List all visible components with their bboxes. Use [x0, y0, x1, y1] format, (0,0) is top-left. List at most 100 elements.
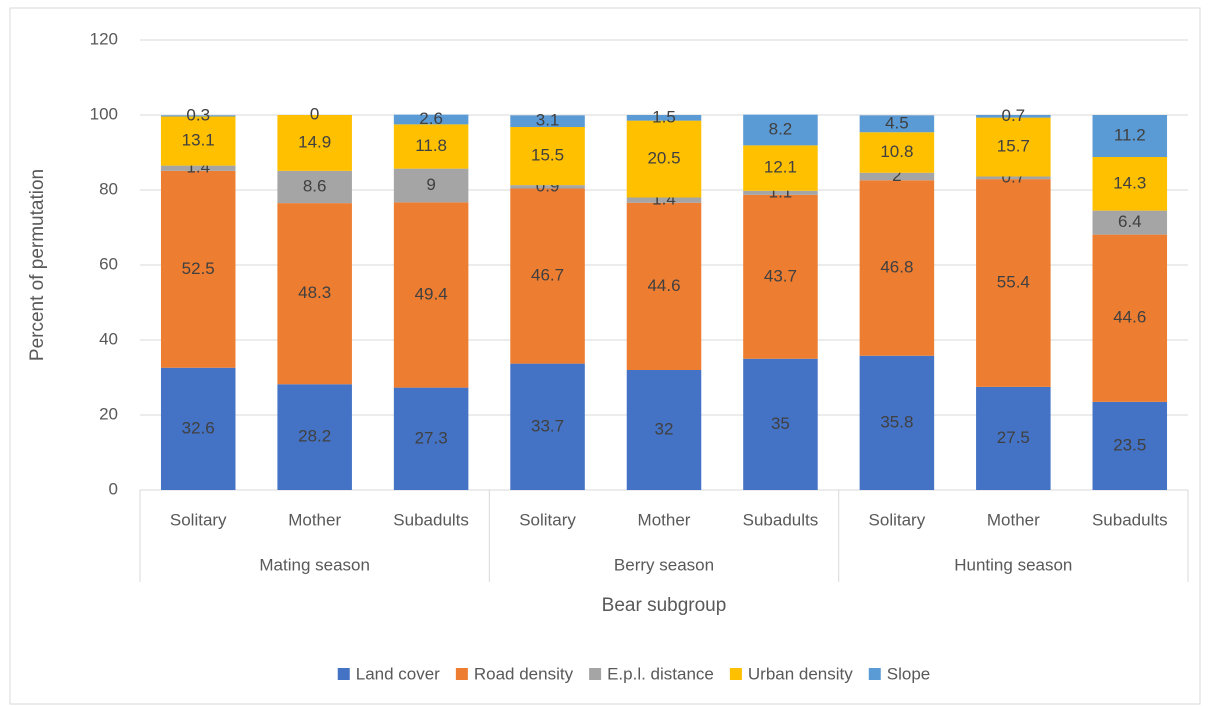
bar-segment	[743, 194, 818, 359]
bar-segment	[510, 185, 585, 189]
bar-segment	[626, 120, 702, 198]
group-label: Berry season	[614, 555, 714, 574]
data-label: 4.5	[885, 113, 909, 132]
data-label: 13.1	[182, 131, 215, 150]
x-tick-label: Subadults	[393, 510, 469, 529]
data-label: 6.4	[1118, 212, 1142, 231]
data-label: 15.5	[531, 146, 564, 165]
data-label: 32.6	[182, 418, 215, 437]
data-label: 8.2	[769, 119, 793, 138]
data-label: 3.1	[536, 111, 560, 130]
bar-segment	[393, 202, 469, 388]
bar-segment	[859, 355, 935, 490]
legend-swatch	[729, 668, 742, 680]
legend-swatch	[455, 668, 468, 680]
bar-segment	[1092, 234, 1168, 402]
legend-swatch	[868, 668, 881, 680]
bar-segment	[510, 115, 585, 127]
x-tick-label: Mother	[638, 510, 691, 529]
legend-label: Land cover	[356, 664, 440, 683]
data-label: 28.2	[298, 427, 331, 446]
data-label: 1.5	[652, 107, 676, 126]
x-tick-label: Mother	[288, 510, 341, 529]
bar-segment	[626, 202, 702, 370]
y-tick-label: 0	[109, 479, 118, 498]
bar-segment	[626, 370, 702, 490]
bar-segment	[976, 115, 1051, 118]
bar-segment	[1092, 157, 1168, 211]
x-tick-label: Solitary	[519, 510, 576, 529]
bar-segment	[976, 179, 1051, 387]
data-label: 46.7	[531, 266, 564, 285]
data-label: 33.7	[531, 416, 564, 435]
data-label: 35.8	[880, 412, 913, 431]
y-tick-label: 60	[99, 254, 118, 273]
data-label: 52.5	[182, 259, 215, 278]
bar-segment	[859, 180, 935, 356]
group-label: Mating season	[259, 555, 370, 574]
x-axis-title: Bear subgroup	[602, 595, 727, 616]
legend-label: Urban density	[748, 664, 853, 683]
x-tick-label: Subadults	[1092, 510, 1168, 529]
group-label: Hunting season	[954, 555, 1072, 574]
bar-segment	[160, 170, 236, 368]
data-label: 23.5	[1113, 435, 1146, 454]
data-label: 43.7	[764, 266, 797, 285]
bar-segment	[277, 203, 352, 385]
data-label: 20.5	[647, 149, 680, 168]
y-axis-title: Percent of permutation	[27, 169, 48, 361]
bar-segment	[743, 358, 818, 490]
data-label: 11.8	[415, 136, 447, 155]
data-label: 8.6	[303, 176, 327, 195]
bar-segment	[626, 197, 702, 203]
bar-segment	[277, 115, 352, 171]
x-tick-label: Mother	[987, 510, 1040, 529]
bar-segment	[859, 172, 935, 181]
bar-segment	[976, 176, 1051, 180]
data-label: 0.7	[1002, 106, 1026, 125]
legend-swatch	[589, 668, 602, 680]
legend-label: E.p.l. distance	[607, 664, 714, 683]
bar-segment	[743, 190, 818, 195]
bar-segment	[510, 188, 585, 364]
bar-segment	[393, 387, 469, 490]
x-tick-label: Solitary	[869, 510, 926, 529]
y-tick-label: 40	[99, 329, 118, 348]
data-label: 12.1	[764, 158, 797, 177]
bar-segment	[1092, 210, 1168, 235]
y-tick-label: 20	[99, 404, 118, 423]
bar-segment	[976, 386, 1051, 490]
bar-segment	[743, 114, 818, 146]
bar-segment	[393, 168, 469, 203]
x-tick-label: Subadults	[743, 510, 819, 529]
data-label: 35	[771, 414, 790, 433]
data-label: 27.3	[415, 428, 448, 447]
data-label: 2.6	[419, 109, 443, 128]
bar-segment	[1092, 401, 1168, 490]
bar-segment	[277, 384, 352, 490]
bar-segment	[976, 117, 1051, 177]
data-label: 55.4	[997, 272, 1030, 291]
data-label: 15.7	[997, 137, 1030, 156]
y-tick-label: 120	[90, 29, 118, 48]
bar-segment	[510, 127, 585, 186]
data-label: 32	[655, 419, 674, 438]
bar-segment	[160, 165, 236, 171]
data-label: 9	[426, 175, 435, 194]
legend-label: Road density	[474, 664, 574, 683]
legend-label: Slope	[887, 664, 930, 683]
bar-segment	[393, 124, 469, 169]
bar-segment	[277, 170, 352, 204]
y-tick-label: 80	[99, 179, 118, 198]
bar-segment	[859, 115, 935, 133]
bar-segment	[626, 115, 702, 121]
data-label: 2	[892, 166, 901, 185]
data-label: 48.3	[298, 283, 331, 302]
bar-segment	[160, 367, 236, 490]
data-label: 27.5	[997, 428, 1030, 447]
data-label: 11.2	[1114, 125, 1146, 144]
y-tick-label: 100	[90, 104, 118, 123]
bar-segment	[743, 145, 818, 191]
x-tick-label: Solitary	[170, 510, 227, 529]
